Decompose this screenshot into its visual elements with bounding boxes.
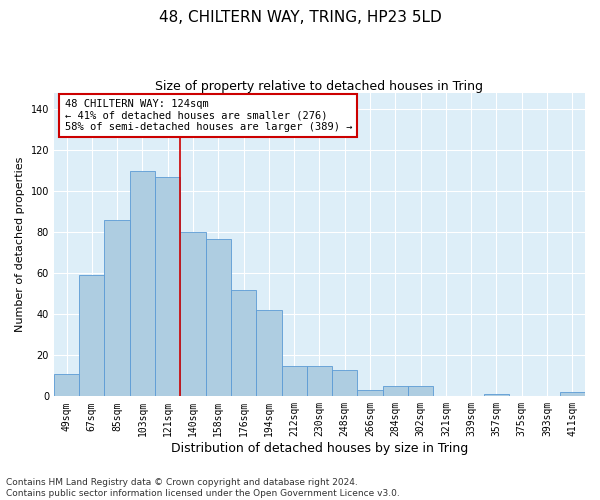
Bar xyxy=(231,290,256,397)
Bar xyxy=(256,310,281,396)
Bar xyxy=(281,366,307,396)
Y-axis label: Number of detached properties: Number of detached properties xyxy=(15,157,25,332)
Bar xyxy=(54,374,79,396)
Text: Contains HM Land Registry data © Crown copyright and database right 2024.
Contai: Contains HM Land Registry data © Crown c… xyxy=(6,478,400,498)
Bar xyxy=(130,171,155,396)
Bar xyxy=(560,392,585,396)
X-axis label: Distribution of detached houses by size in Tring: Distribution of detached houses by size … xyxy=(171,442,468,455)
Bar xyxy=(484,394,509,396)
Bar xyxy=(408,386,433,396)
Bar xyxy=(307,366,332,396)
Bar xyxy=(79,276,104,396)
Bar xyxy=(181,232,206,396)
Bar xyxy=(104,220,130,396)
Title: Size of property relative to detached houses in Tring: Size of property relative to detached ho… xyxy=(155,80,484,93)
Bar xyxy=(332,370,358,396)
Text: 48 CHILTERN WAY: 124sqm
← 41% of detached houses are smaller (276)
58% of semi-d: 48 CHILTERN WAY: 124sqm ← 41% of detache… xyxy=(65,99,352,132)
Text: 48, CHILTERN WAY, TRING, HP23 5LD: 48, CHILTERN WAY, TRING, HP23 5LD xyxy=(158,10,442,25)
Bar xyxy=(155,177,181,396)
Bar xyxy=(206,238,231,396)
Bar xyxy=(358,390,383,396)
Bar xyxy=(383,386,408,396)
